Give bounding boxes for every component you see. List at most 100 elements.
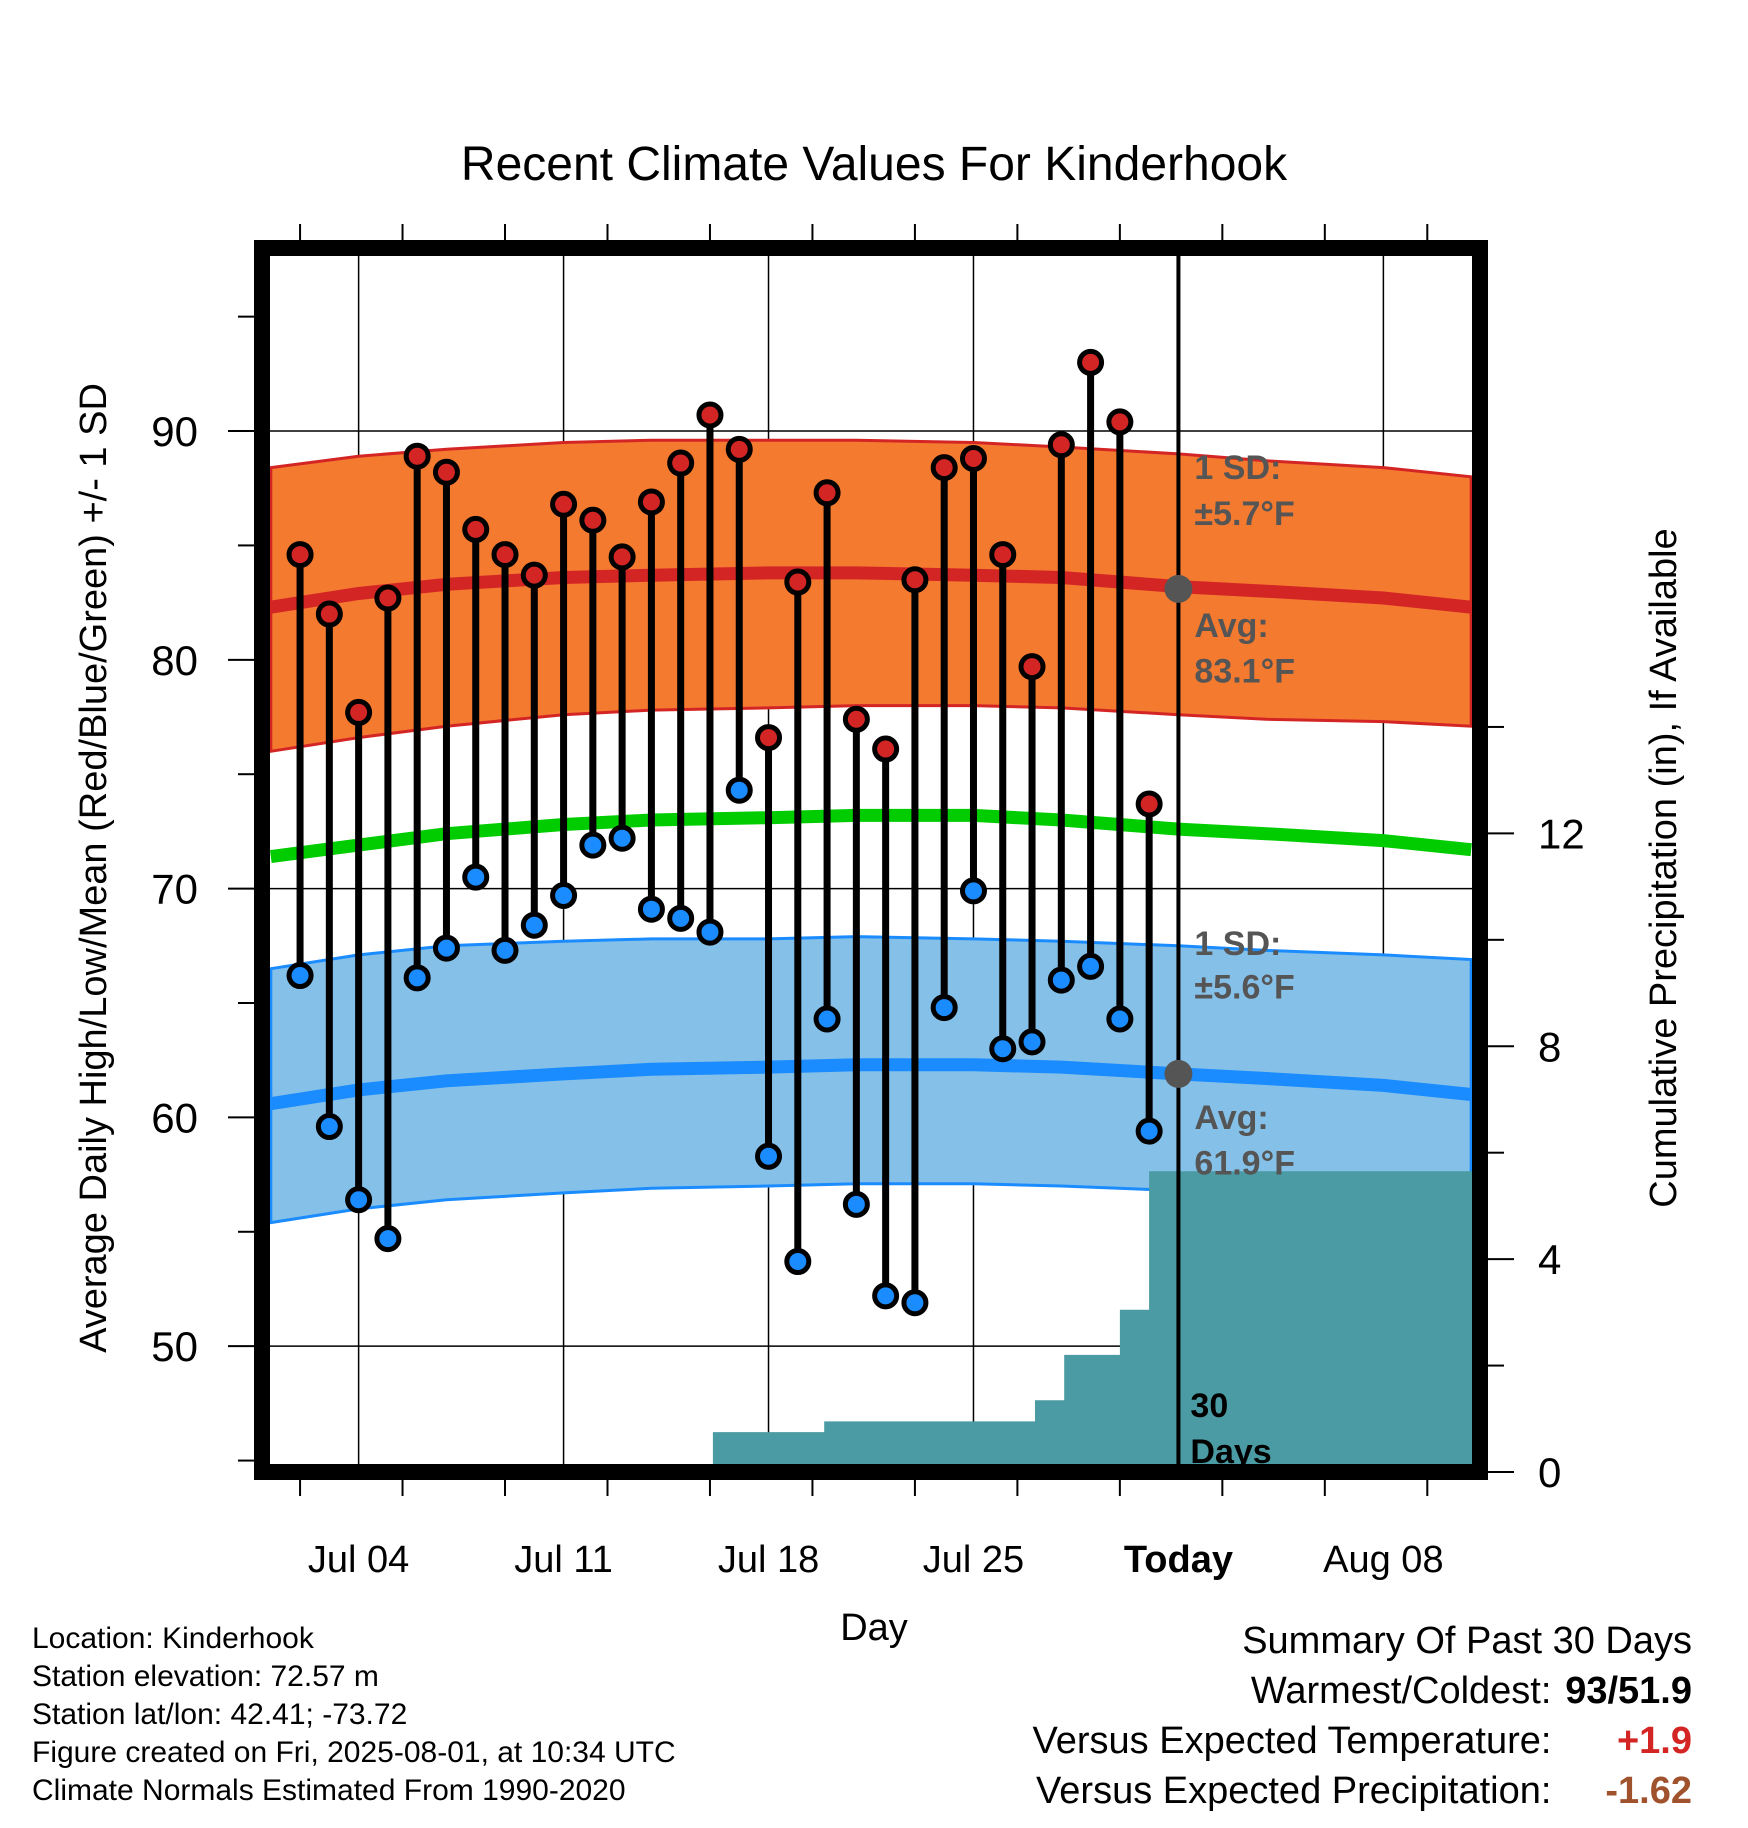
x-tick-label: Jul 18 bbox=[718, 1539, 819, 1581]
plot-inner bbox=[262, 248, 1480, 1472]
y2-axis-label: Cumulative Precipitation (in), If Availa… bbox=[1643, 528, 1685, 1207]
info-elevation: Station elevation: 72.57 m bbox=[32, 1660, 379, 1693]
daily-low-point bbox=[1135, 1117, 1163, 1145]
daily-high-point bbox=[315, 600, 343, 628]
daily-high-point bbox=[930, 454, 958, 482]
summary-temp: Versus Expected Temperature: +1.9 bbox=[1033, 1716, 1692, 1766]
daily-low-point bbox=[755, 1142, 783, 1170]
daily-high-point bbox=[842, 705, 870, 733]
daily-high-point bbox=[901, 566, 929, 594]
daily-low-point bbox=[1047, 966, 1075, 994]
daily-low-point bbox=[520, 911, 548, 939]
daily-high-point bbox=[520, 561, 548, 589]
daily-low-point bbox=[374, 1225, 402, 1253]
daily-high-point bbox=[462, 515, 490, 543]
y-tick-label: 70 bbox=[151, 866, 198, 913]
y-tick-label: 80 bbox=[151, 637, 198, 684]
daily-low-point bbox=[491, 936, 519, 964]
x-tick-label: Jul 11 bbox=[514, 1539, 613, 1581]
today-low-avg-marker bbox=[1164, 1059, 1193, 1088]
daily-low-point bbox=[432, 934, 460, 962]
high-avg-label: Avg: bbox=[1194, 607, 1268, 645]
precip-anomaly-value: -1.62 bbox=[1605, 1770, 1692, 1812]
daily-low-point bbox=[462, 863, 490, 891]
y2-tick-label: 0 bbox=[1538, 1449, 1561, 1496]
daily-low-point bbox=[784, 1248, 812, 1276]
x-tick-label: Aug 08 bbox=[1323, 1539, 1443, 1581]
warm-cold-value: 93/51.9 bbox=[1565, 1670, 1692, 1712]
mean-avg-line bbox=[269, 808, 1472, 864]
daily-low-point bbox=[637, 895, 665, 923]
daily-low-point bbox=[725, 776, 753, 804]
daily-high-point bbox=[784, 568, 812, 596]
info-latlon: Station lat/lon: 42.41; -73.72 bbox=[32, 1698, 408, 1731]
y-axis-label: Average Daily High/Low/Mean (Red/Blue/Gr… bbox=[73, 383, 115, 1353]
low-avg-value: 61.9°F bbox=[1194, 1145, 1295, 1183]
daily-low-point bbox=[813, 1005, 841, 1033]
daily-low-point bbox=[550, 881, 578, 909]
daily-high-point bbox=[1077, 348, 1105, 376]
high-sd-label: 1 SD: bbox=[1194, 449, 1281, 487]
summary-warm-cold: Warmest/Coldest: 93/51.9 bbox=[1033, 1666, 1692, 1716]
y-tick-label: 90 bbox=[151, 408, 198, 455]
daily-high-point bbox=[608, 543, 636, 571]
daily-high-point bbox=[1106, 408, 1134, 436]
daily-low-point bbox=[1077, 952, 1105, 980]
daily-low-point bbox=[315, 1113, 343, 1141]
x-tick-label: Jul 25 bbox=[923, 1539, 1024, 1581]
daily-low-point bbox=[403, 964, 431, 992]
daily-high-point bbox=[725, 435, 753, 463]
daily-low-point bbox=[872, 1282, 900, 1310]
daily-low-point bbox=[667, 904, 695, 932]
precip-anomaly-label: Versus Expected Precipitation: bbox=[1036, 1770, 1552, 1812]
daily-high-point bbox=[872, 735, 900, 763]
station-info: Location: Kinderhook Station elevation: … bbox=[32, 1620, 676, 1810]
low-sd-value: ±5.6°F bbox=[1194, 968, 1294, 1006]
daily-low-point bbox=[1106, 1005, 1134, 1033]
daily-low-point bbox=[286, 962, 314, 990]
summary-precip: Versus Expected Precipitation: -1.62 bbox=[1033, 1766, 1692, 1816]
daily-high-point bbox=[755, 724, 783, 752]
daily-high-point bbox=[959, 444, 987, 472]
daily-high-point bbox=[667, 449, 695, 477]
daily-high-point bbox=[403, 442, 431, 470]
summary-panel: Summary Of Past 30 Days Warmest/Coldest:… bbox=[1033, 1616, 1692, 1816]
daily-high-point bbox=[1018, 653, 1046, 681]
daily-low-point bbox=[345, 1186, 373, 1214]
precip-area bbox=[270, 1171, 1480, 1472]
y2-tick-label: 8 bbox=[1538, 1023, 1561, 1070]
daily-low-point bbox=[959, 877, 987, 905]
summary-title: Summary Of Past 30 Days bbox=[1242, 1620, 1692, 1662]
daily-high-point bbox=[374, 584, 402, 612]
daily-high-point bbox=[345, 698, 373, 726]
daily-low-point bbox=[930, 994, 958, 1022]
daily-high-point bbox=[1047, 431, 1075, 459]
daily-high-point bbox=[637, 488, 665, 516]
x-tick-label: Jul 04 bbox=[308, 1539, 409, 1581]
plot-frame bbox=[254, 240, 1488, 1480]
high-sd-value: ±5.7°F bbox=[1194, 495, 1294, 533]
daily-low-point bbox=[696, 918, 724, 946]
daily-low-point bbox=[989, 1035, 1017, 1063]
warm-cold-label: Warmest/Coldest: bbox=[1250, 1670, 1552, 1712]
daily-low-point bbox=[608, 824, 636, 852]
temp-anomaly-label: Versus Expected Temperature: bbox=[1032, 1720, 1552, 1762]
daily-high-point bbox=[579, 506, 607, 534]
info-normals: Climate Normals Estimated From 1990-2020 bbox=[32, 1774, 626, 1807]
y2-tick-label: 12 bbox=[1538, 810, 1585, 857]
y-tick-label: 50 bbox=[151, 1323, 198, 1370]
info-location: Location: Kinderhook bbox=[32, 1622, 314, 1655]
low-sd-label: 1 SD: bbox=[1194, 925, 1281, 963]
high-avg-value: 83.1°F bbox=[1194, 653, 1295, 691]
daily-high-point bbox=[432, 458, 460, 486]
info-created: Figure created on Fri, 2025-08-01, at 10… bbox=[32, 1736, 676, 1769]
y2-tick-label: 4 bbox=[1538, 1236, 1561, 1283]
daily-low-point bbox=[579, 831, 607, 859]
temp-anomaly-value: +1.9 bbox=[1616, 1720, 1692, 1762]
y-tick-label: 60 bbox=[151, 1094, 198, 1141]
daily-low-point bbox=[1018, 1028, 1046, 1056]
plot-area: 1 SD: ±5.7°F Avg: 83.1°F 1 SD: ±5.6°F Avg: 61.9… bbox=[151, 224, 1585, 1581]
daily-high-point bbox=[1135, 790, 1163, 818]
daily-high-point bbox=[813, 479, 841, 507]
